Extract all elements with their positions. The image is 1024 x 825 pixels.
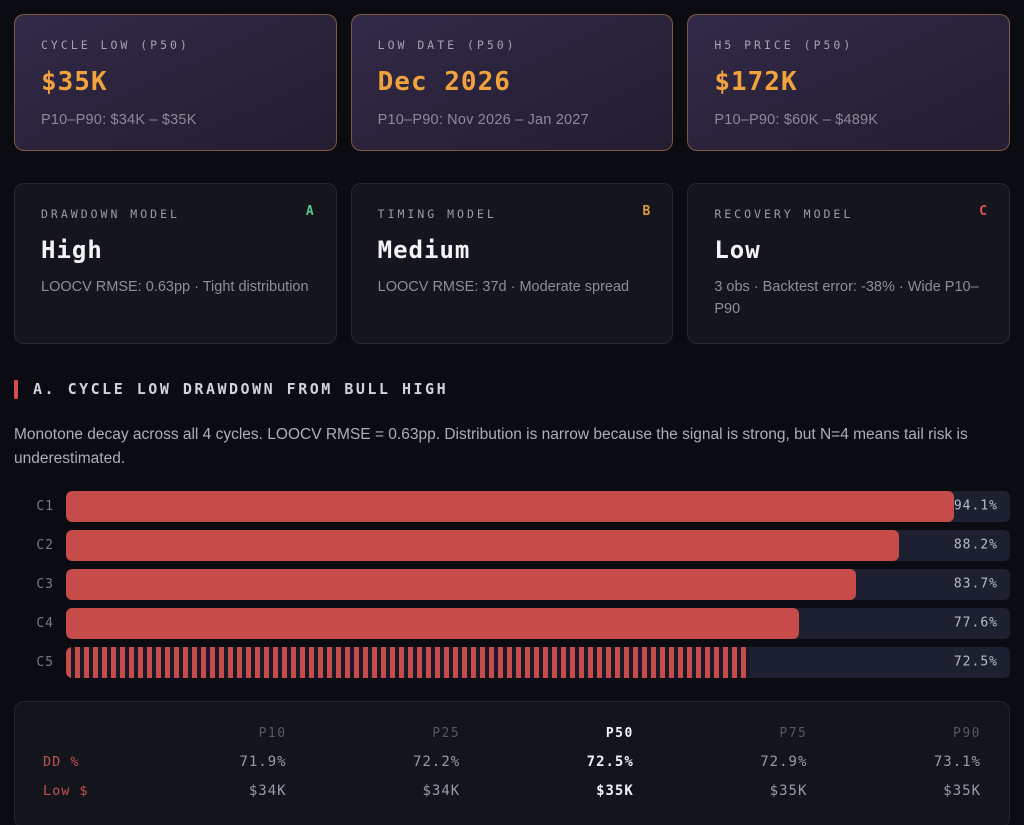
card-range: P10–P90: $60K – $489K [714,112,879,128]
card-label: LOW DATE (P50) [377,38,517,52]
model-card-recovery: RECOVERY MODEL C Low 3 obs · Backtest er… [687,183,1010,344]
bar-track: 88.2% [66,529,1010,561]
table-cell: $35K [769,782,808,799]
chart-category-label: C1 [36,498,54,514]
col-header-p90: P90 [953,725,981,741]
table-cell: 72.9% [760,753,808,770]
chart-row-c4: C4 77.6% [14,607,1010,639]
chart-row-c3: C3 83.7% [14,568,1010,600]
bar-value-label: 88.2% [953,537,998,553]
bar-c3 [66,568,857,600]
card-value: Dec 2026 [377,67,511,97]
card-detail: 3 obs · Backtest error: -38% · Wide P10–… [714,279,979,318]
summary-card-low-date: LOW DATE (P50) Dec 2026 P10–P90: Nov 202… [350,14,674,151]
card-detail: LOOCV RMSE: 0.63pp · Tight distribution [41,279,309,295]
chart-category-label: C2 [36,537,54,553]
col-header-p10: P10 [258,725,287,741]
grade-badge: C [979,204,987,219]
card-range: P10–P90: $34K – $35K [41,112,197,128]
summary-card-h5-price: H5 PRICE (P50) $172K P10–P90: $60K – $48… [687,14,1010,151]
chart-category-label: C4 [36,615,54,631]
col-header-p50: P50 [605,725,634,741]
bar-value-label: 72.5% [953,654,998,670]
model-card-drawdown: DRAWDOWN MODEL A High LOOCV RMSE: 0.63pp… [14,183,337,344]
bar-c5-forecast [66,646,751,678]
card-label: RECOVERY MODEL [714,207,854,221]
table-cell: 73.1% [933,753,981,770]
card-value: Medium [377,236,471,264]
bar-c1 [66,490,955,522]
chart-row-c2: C2 88.2% [14,529,1010,561]
table-cell: 71.9% [239,753,287,770]
table-cell: $35K [596,782,634,799]
section-title: A. CYCLE LOW DRAWDOWN FROM BULL HIGH [33,380,449,399]
section-accent-bar [14,379,18,399]
col-header-p25: P25 [432,725,461,741]
section-header: A. CYCLE LOW DRAWDOWN FROM BULL HIGH [14,379,1010,399]
chart-category-label: C3 [36,576,54,592]
section-description: Monotone decay across all 4 cycles. LOOC… [14,425,968,467]
bar-value-label: 94.1% [953,498,998,514]
card-label: H5 PRICE (P50) [714,38,854,52]
table-cell: $34K [422,782,461,799]
table-cell: 72.5% [586,753,634,770]
card-value: $35K [41,67,108,97]
bar-c4 [66,607,799,639]
col-header-p75: P75 [779,725,808,741]
model-cards-row: DRAWDOWN MODEL A High LOOCV RMSE: 0.63pp… [14,183,1010,344]
table-cell: $35K [943,782,981,799]
row-label-low-usd: Low $ [43,782,89,799]
bar-value-label: 83.7% [953,576,998,592]
grade-badge: B [642,204,651,219]
card-value: High [41,236,103,264]
table-corner-cell [43,726,113,741]
bar-c2 [66,529,899,561]
table-cell: 72.2% [413,753,461,770]
bar-track: 72.5% [66,646,1010,678]
card-label: TIMING MODEL [377,207,497,221]
row-label-dd-pct: DD % [43,753,80,770]
chart-row-c5-forecast: C5 72.5% [14,646,1010,678]
card-label: DRAWDOWN MODEL [41,207,180,221]
chart-category-label: C5 [36,654,54,670]
model-card-timing: TIMING MODEL B Medium LOOCV RMSE: 37d · … [350,183,674,344]
bar-track: 94.1% [66,490,1010,522]
drawdown-bar-chart: C1 94.1% C2 88.2% C3 83.7% C4 77.6% [14,490,1010,678]
table-cell: $34K [248,782,287,799]
percentile-table-panel: P10 P25 P50 P75 P90 DD % 71.9% 72.2% 72.… [14,700,1010,825]
summary-cards-row: CYCLE LOW (P50) $35K P10–P90: $34K – $35… [14,14,1010,151]
card-label: CYCLE LOW (P50) [41,38,190,52]
card-value: Low [714,236,761,264]
chart-row-c1: C1 94.1% [14,490,1010,522]
bar-track: 77.6% [66,607,1010,639]
summary-card-cycle-low: CYCLE LOW (P50) $35K P10–P90: $34K – $35… [14,14,337,151]
bar-track: 83.7% [66,568,1010,600]
card-range: P10–P90: Nov 2026 – Jan 2027 [377,112,589,128]
card-detail: LOOCV RMSE: 37d · Moderate spread [377,279,630,295]
card-value: $172K [714,67,798,97]
percentile-table: P10 P25 P50 P75 P90 DD % 71.9% 72.2% 72.… [43,726,981,799]
bar-value-label: 77.6% [953,615,998,631]
grade-badge: A [305,204,314,219]
